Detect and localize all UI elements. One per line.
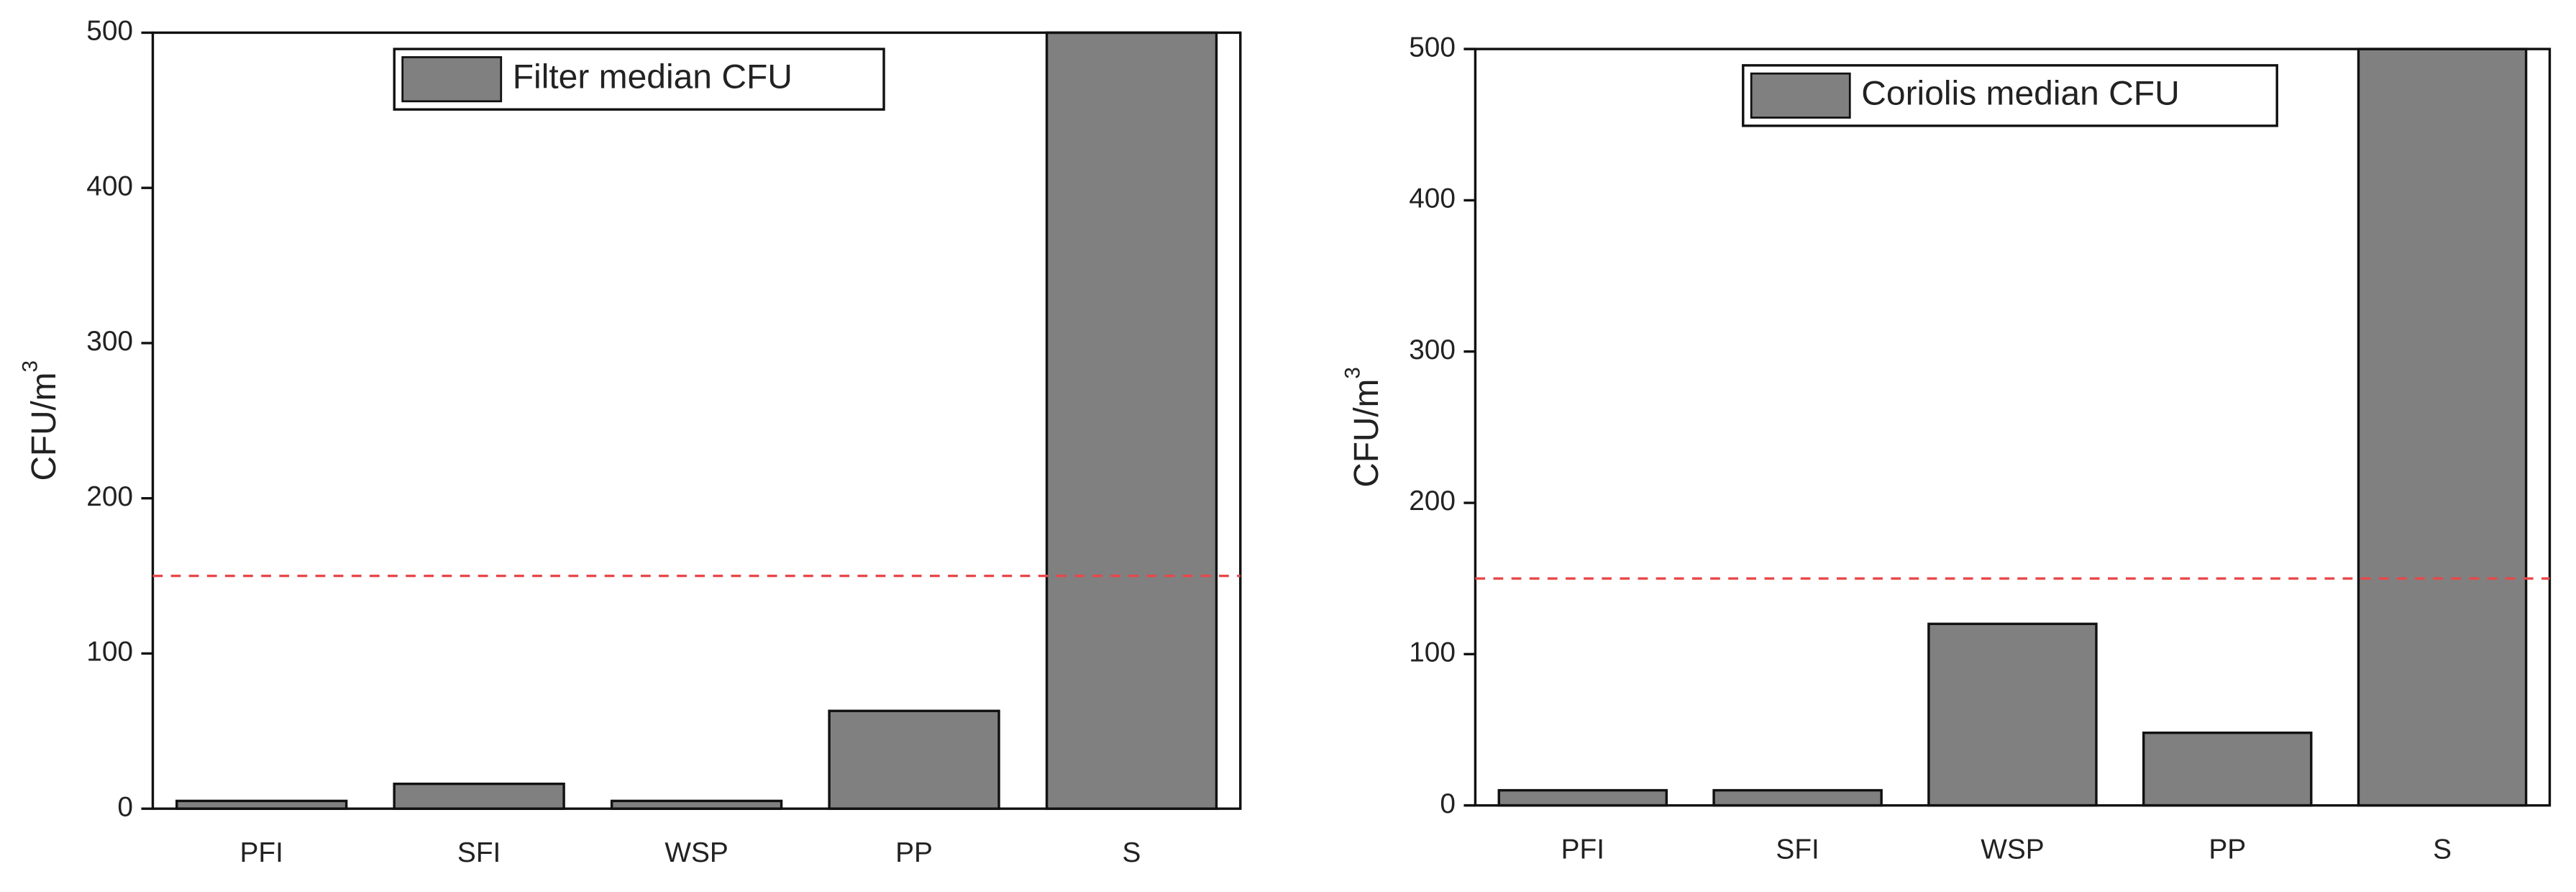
- x-tick-label: S: [2433, 834, 2452, 865]
- chart: PFI SFI WSP PP S 0 100 200 300 400 500 CFU/m3 Coriol…: [1340, 32, 2552, 865]
- y-axis-label-text: CFU/m: [1347, 379, 1385, 488]
- y-tick-label: 0: [1440, 788, 1456, 819]
- x-tick-label: SFI: [457, 837, 501, 868]
- bar: [1497, 788, 1668, 807]
- y-axis-label-superscript: 3: [18, 360, 42, 372]
- y-axis-label: CFU/m3: [1340, 367, 1385, 487]
- bar: [1712, 788, 1883, 807]
- plot-frame: [151, 31, 1242, 810]
- y-tick-label: 0: [117, 791, 133, 822]
- plot-frame: [1474, 47, 2552, 807]
- y-tick-label: 200: [86, 481, 133, 512]
- bar: [828, 709, 1000, 810]
- x-tick-label: PP: [895, 837, 933, 868]
- bar: [393, 782, 565, 810]
- bar: [1045, 31, 1218, 810]
- legend-swatch: [401, 56, 503, 103]
- x-tick-label: PFI: [1561, 834, 1604, 865]
- y-tick-label: 100: [1409, 637, 1456, 668]
- bar: [1927, 622, 2098, 807]
- y-tick-label: 200: [1409, 486, 1456, 516]
- y-tick-label: 300: [1409, 334, 1456, 365]
- bar: [2357, 47, 2528, 807]
- legend-swatch: [1750, 72, 1851, 119]
- y-tick-label: 500: [1409, 32, 1456, 63]
- x-tick-label: PFI: [239, 837, 283, 868]
- chart: PFI SFI WSP PP S 0 100 200 300 400 500 CFU/m3 Filter…: [18, 16, 1242, 868]
- y-axis-label-superscript: 3: [1340, 367, 1364, 378]
- y-tick-label: 100: [86, 637, 133, 668]
- x-tick-label: SFI: [1776, 834, 1819, 865]
- x-tick-label: WSP: [1981, 834, 2044, 865]
- y-axis-label-text: CFU/m: [25, 373, 63, 481]
- y-tick-label: 500: [86, 16, 133, 47]
- legend-label: Coriolis median CFU: [1861, 75, 2179, 113]
- y-tick-label: 400: [86, 170, 133, 201]
- bar: [2142, 731, 2313, 807]
- x-tick-label: WSP: [664, 837, 728, 868]
- x-tick-label: S: [1123, 837, 1141, 868]
- y-axis-label: CFU/m3: [18, 360, 63, 481]
- legend-label: Filter median CFU: [513, 58, 793, 96]
- x-tick-label: PP: [2209, 834, 2246, 865]
- y-tick-label: 300: [86, 326, 133, 357]
- y-tick-label: 400: [1409, 183, 1456, 214]
